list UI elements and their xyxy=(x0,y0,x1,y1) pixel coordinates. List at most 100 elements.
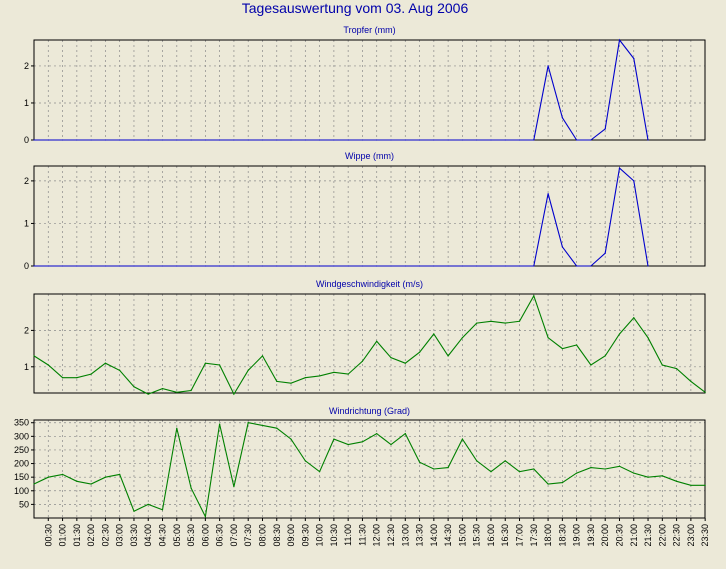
data-point xyxy=(404,265,406,267)
data-point xyxy=(390,443,392,446)
data-point xyxy=(633,472,635,474)
data-point xyxy=(147,503,149,505)
data-point xyxy=(304,460,306,462)
data-point xyxy=(618,167,621,169)
x-tick-label: 07:30 xyxy=(243,524,253,547)
data-point xyxy=(119,369,121,371)
data-point xyxy=(104,139,106,141)
data-point xyxy=(133,386,135,388)
panel-title: Tropfer (mm) xyxy=(343,25,395,35)
data-point xyxy=(161,509,164,511)
data-point xyxy=(690,380,692,382)
data-point xyxy=(261,265,264,267)
x-tick-label: 14:00 xyxy=(429,524,439,547)
x-tick-label: 05:00 xyxy=(172,524,182,547)
x-tick-label: 12:30 xyxy=(386,524,396,547)
data-point xyxy=(333,265,335,267)
data-point xyxy=(233,139,235,141)
data-point xyxy=(390,265,392,267)
data-point xyxy=(247,139,249,141)
x-tick-label: 01:30 xyxy=(72,524,82,547)
series-line xyxy=(34,38,649,141)
data-point xyxy=(190,139,192,141)
data-point xyxy=(504,139,506,141)
data-point xyxy=(90,265,92,267)
data-point xyxy=(419,461,421,463)
data-point xyxy=(461,139,463,141)
panel-3: Windgeschwindigkeit (m/s) 1 2 xyxy=(24,279,706,396)
data-point xyxy=(347,373,349,375)
data-point xyxy=(47,265,49,267)
y-tick-label: 350 xyxy=(14,418,29,428)
data-point xyxy=(447,355,449,357)
x-tick-label: 17:30 xyxy=(529,524,539,547)
data-point xyxy=(404,139,406,141)
data-point xyxy=(704,391,706,393)
data-point xyxy=(404,362,406,364)
data-point xyxy=(104,476,106,478)
panel-2: Wippe (mm) 0 1 2 xyxy=(24,151,706,271)
data-point xyxy=(176,265,178,267)
data-point xyxy=(533,295,535,297)
data-point xyxy=(233,265,235,267)
x-tick-label: 15:00 xyxy=(457,524,467,547)
data-point xyxy=(161,388,164,390)
x-tick-label: 03:00 xyxy=(115,524,125,547)
x-tick-label: 21:30 xyxy=(643,524,653,547)
data-point xyxy=(633,180,635,182)
data-point xyxy=(333,371,335,373)
data-point xyxy=(90,373,92,375)
data-point xyxy=(447,139,449,141)
data-point xyxy=(219,423,221,425)
data-point xyxy=(647,139,649,141)
x-tick-label: 12:00 xyxy=(372,524,382,547)
data-point xyxy=(376,340,378,342)
data-point xyxy=(461,337,463,339)
x-tick-label: 03:30 xyxy=(129,524,139,547)
data-point xyxy=(104,362,106,364)
data-point xyxy=(376,265,378,267)
data-point xyxy=(433,333,435,335)
data-point xyxy=(161,139,164,141)
data-point xyxy=(233,486,235,488)
x-tick-label: 13:00 xyxy=(400,524,410,547)
data-point xyxy=(119,473,121,475)
data-point xyxy=(304,139,306,141)
data-point xyxy=(704,484,706,486)
x-tick-label: 23:30 xyxy=(700,524,710,547)
data-point xyxy=(119,139,121,141)
series-line xyxy=(33,422,706,519)
x-tick-label: 11:30 xyxy=(357,524,367,546)
x-tick-label: 20:30 xyxy=(614,524,624,547)
x-tick-label: 13:30 xyxy=(415,524,425,547)
data-point xyxy=(361,265,363,267)
data-point xyxy=(576,265,578,267)
data-point xyxy=(404,433,406,435)
x-tick-label: 17:00 xyxy=(515,524,525,547)
data-point xyxy=(604,468,606,470)
data-point xyxy=(447,265,449,267)
x-axis-labels: 00:30 01:00 01:30 02:00 02:30 03:00 03:30 04:00… xyxy=(43,518,710,547)
plot-frame xyxy=(33,293,706,394)
data-point xyxy=(261,139,264,141)
y-tick-label: 2 xyxy=(24,61,29,71)
x-tick-label: 07:00 xyxy=(229,524,239,547)
series-line xyxy=(33,294,706,396)
data-point xyxy=(433,468,435,470)
data-point xyxy=(618,39,621,41)
x-tick-label: 14:30 xyxy=(443,524,453,547)
y-tick-label: 2 xyxy=(24,325,29,335)
x-tick-label: 04:30 xyxy=(158,524,168,547)
data-point xyxy=(319,471,321,473)
data-point xyxy=(490,320,492,322)
x-tick-label: 00:30 xyxy=(43,524,53,547)
data-point xyxy=(561,348,564,350)
data-point xyxy=(204,265,206,267)
data-point xyxy=(62,473,64,475)
x-tick-label: 19:30 xyxy=(586,524,596,547)
y-tick-label: 2 xyxy=(24,176,29,186)
x-tick-label: 06:30 xyxy=(215,524,225,547)
x-tick-label: 02:00 xyxy=(86,524,96,547)
